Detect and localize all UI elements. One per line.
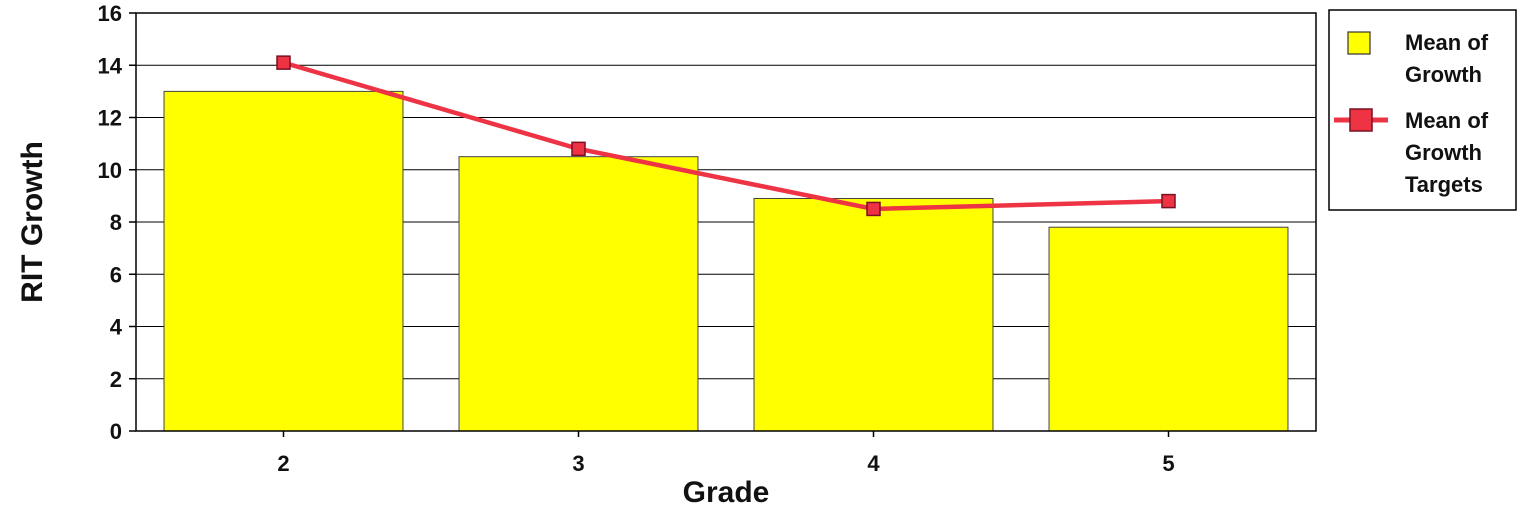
- target-marker-grade-4: [866, 201, 881, 217]
- legend: Mean of Growth Mean of Growth Targets: [1328, 9, 1517, 211]
- bar-series: [163, 90, 1289, 432]
- bar-grade-5: [1048, 226, 1289, 432]
- bar-grade-2: [163, 90, 404, 432]
- y-axis-ticks: 0 2 4 6 8 10 12 14 16: [98, 1, 136, 444]
- x-axis-ticks: 2 3 4 5: [277, 431, 1175, 476]
- legend-swatch-bar: [1347, 31, 1371, 55]
- legend-label-line: Growth: [1405, 140, 1482, 165]
- legend-label-line: Mean of: [1405, 108, 1489, 133]
- y-tick-label: 12: [98, 106, 122, 131]
- y-tick-label: 4: [110, 315, 123, 340]
- x-tick-label: 5: [1162, 451, 1174, 476]
- legend-label-line: Targets: [1405, 172, 1483, 197]
- legend-label-line: Mean of: [1405, 30, 1489, 55]
- y-axis-title: RIT Growth: [16, 141, 49, 303]
- y-tick-label: 14: [98, 53, 123, 78]
- y-tick-label: 8: [110, 210, 122, 235]
- bar-grade-4: [753, 197, 994, 432]
- bar-grade-3: [458, 156, 699, 432]
- target-marker-grade-5: [1161, 193, 1176, 209]
- x-tick-label: 3: [572, 451, 584, 476]
- x-tick-label: 4: [867, 451, 880, 476]
- growth-target-line: [282, 60, 1169, 212]
- x-tick-label: 2: [277, 451, 289, 476]
- legend-swatch-marker: [1349, 108, 1373, 132]
- y-tick-label: 0: [110, 419, 122, 444]
- legend-label-line: Growth: [1405, 62, 1482, 87]
- y-tick-label: 16: [98, 1, 122, 26]
- target-marker-grade-3: [571, 141, 586, 157]
- target-marker-grade-2: [276, 55, 291, 70]
- y-tick-label: 6: [110, 262, 122, 287]
- x-axis-title: Grade: [683, 476, 770, 509]
- y-tick-label: 2: [110, 367, 122, 392]
- line-series: [276, 55, 1176, 217]
- y-tick-label: 10: [98, 158, 122, 183]
